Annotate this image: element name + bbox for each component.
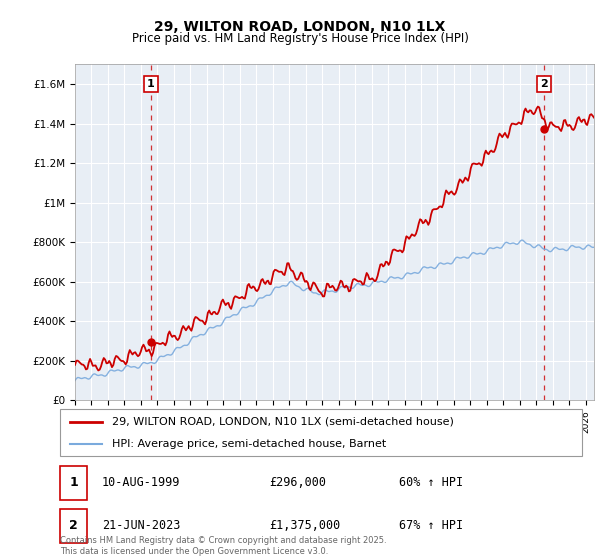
Text: Contains HM Land Registry data © Crown copyright and database right 2025.
This d: Contains HM Land Registry data © Crown c… xyxy=(60,536,386,556)
Text: 10-AUG-1999: 10-AUG-1999 xyxy=(102,476,180,489)
Text: 29, WILTON ROAD, LONDON, N10 1LX (semi-detached house): 29, WILTON ROAD, LONDON, N10 1LX (semi-d… xyxy=(112,417,454,427)
Text: £296,000: £296,000 xyxy=(269,476,326,489)
Text: 2: 2 xyxy=(69,519,78,532)
Text: 67% ↑ HPI: 67% ↑ HPI xyxy=(400,519,463,532)
Bar xyxy=(60,508,87,543)
Text: £1,375,000: £1,375,000 xyxy=(269,519,340,532)
Text: Price paid vs. HM Land Registry's House Price Index (HPI): Price paid vs. HM Land Registry's House … xyxy=(131,32,469,45)
Text: 21-JUN-2023: 21-JUN-2023 xyxy=(102,519,180,532)
Text: 60% ↑ HPI: 60% ↑ HPI xyxy=(400,476,463,489)
Bar xyxy=(60,465,87,500)
Text: 2: 2 xyxy=(540,79,548,89)
Text: 29, WILTON ROAD, LONDON, N10 1LX: 29, WILTON ROAD, LONDON, N10 1LX xyxy=(154,20,446,34)
Text: 1: 1 xyxy=(69,476,78,489)
Text: 1: 1 xyxy=(147,79,155,89)
Text: HPI: Average price, semi-detached house, Barnet: HPI: Average price, semi-detached house,… xyxy=(112,438,386,449)
